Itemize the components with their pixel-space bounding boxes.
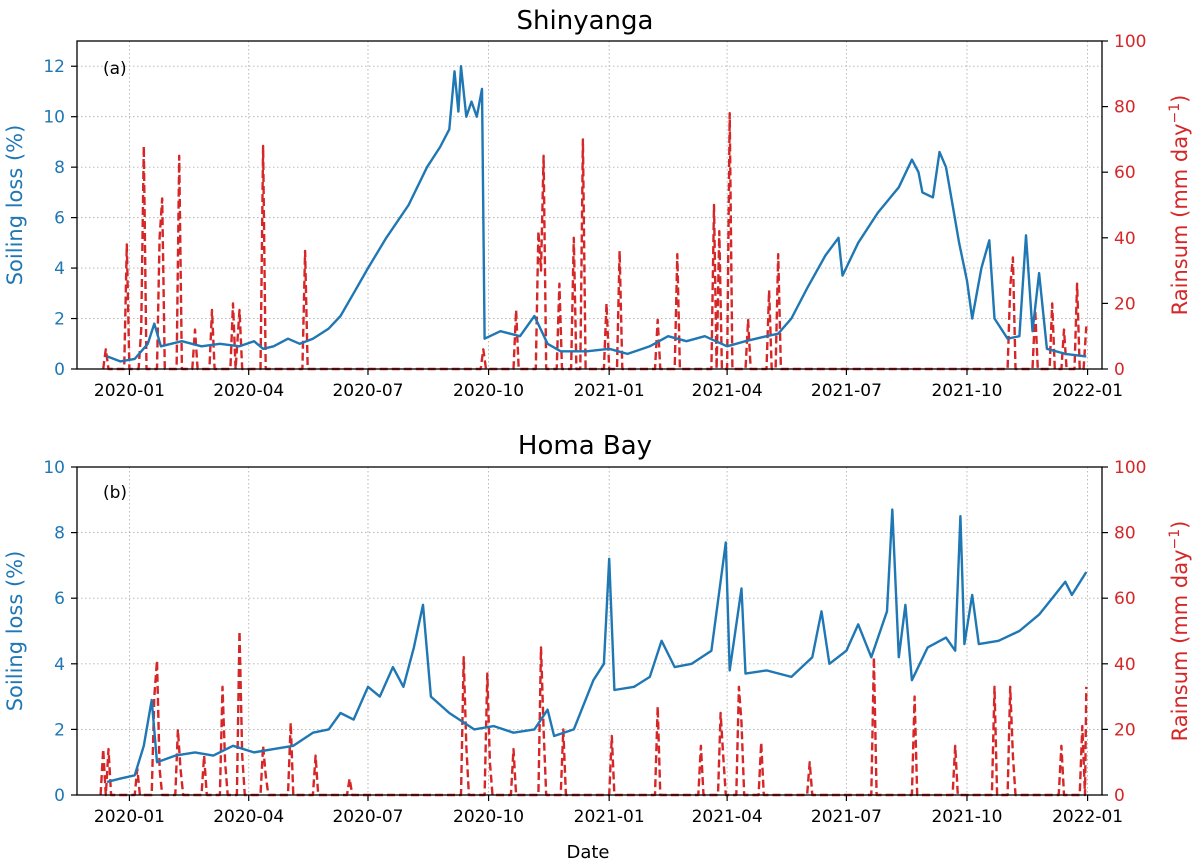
y-right-tick-label: 60 (1114, 589, 1136, 609)
x-tick-label: 2020-10 (453, 381, 524, 401)
panel-a-frame (76, 40, 1103, 370)
panel-b-right-axis: 0 20 40 60 80 100 (1102, 458, 1146, 806)
soiling-loss-line (106, 508, 1088, 784)
y-left-tick-label: 12 (43, 57, 65, 77)
y-right-tick-label: 80 (1114, 524, 1136, 544)
y-right-tick-label: 60 (1114, 163, 1136, 183)
y-left-tick-label: 10 (43, 458, 65, 478)
panel-a-ylabel-right: Rainsum (mm day−1) (1167, 95, 1192, 316)
y-left-tick-label: 8 (54, 524, 65, 544)
panel-a-right-axis: 0 20 40 60 80 100 (1102, 32, 1146, 380)
x-tick-label: 2020-04 (213, 381, 284, 401)
x-tick-label: 2021-01 (574, 807, 645, 827)
y-left-tick-label: 0 (54, 786, 65, 806)
y-right-tick-label: 20 (1114, 720, 1136, 740)
x-tick-label: 2022-01 (1052, 807, 1123, 827)
y-right-tick-label: 80 (1114, 98, 1136, 118)
y-left-tick-label: 6 (54, 589, 65, 609)
y-right-tick-label: 100 (1114, 458, 1146, 478)
x-tick-label: 2020-01 (94, 807, 165, 827)
y-left-tick-label: 0 (54, 360, 65, 380)
panel-b-soiling-series (106, 508, 1088, 784)
y-right-tick-label: 0 (1114, 786, 1125, 806)
panel-a-soiling-series (106, 65, 1087, 363)
x-tick-label: 2022-01 (1052, 381, 1123, 401)
panel-b-ylabel-left: Soiling loss (%) (3, 551, 27, 712)
panel-b: Homa Bay 2020-01 2020-04 2020-07 2020-10 202… (3, 431, 1192, 861)
y-right-tick-label: 40 (1114, 655, 1136, 675)
x-tick-label: 2021-07 (811, 381, 882, 401)
x-tick-label: 2020-07 (332, 807, 403, 827)
y-left-tick-label: 6 (54, 209, 65, 229)
y-right-tick-label: 0 (1114, 360, 1125, 380)
x-tick-label: 2020-07 (332, 381, 403, 401)
panel-b-label: (b) (103, 483, 127, 503)
panel-b-x-axis: 2020-01 2020-04 2020-07 2020-10 2021-01 2021-… (94, 795, 1123, 827)
y-right-tick-label: 100 (1114, 32, 1146, 52)
panel-a-grid (77, 41, 1102, 370)
x-tick-label: 2020-04 (213, 807, 284, 827)
x-tick-label: 2021-04 (692, 807, 763, 827)
x-tick-label: 2020-01 (94, 381, 165, 401)
panel-b-left-axis: 0 2 4 6 8 10 (43, 458, 77, 806)
y-left-tick-label: 4 (54, 655, 65, 675)
y-right-tick-label: 40 (1114, 229, 1136, 249)
y-left-tick-label: 8 (54, 158, 65, 178)
panel-a-ylabel-left: Soiling loss (%) (3, 125, 27, 286)
x-tick-label: 2021-01 (574, 381, 645, 401)
y-left-tick-label: 2 (54, 310, 65, 330)
soiling-loss-line (106, 65, 1087, 363)
panel-a-label: (a) (103, 59, 127, 79)
y-left-tick-label: 2 (54, 720, 65, 740)
panel-a: Shinyanga 2020-01 2020-04 2020-07 2020-10 20… (3, 6, 1192, 401)
x-tick-label: 2021-10 (931, 807, 1002, 827)
panel-b-ylabel-right: Rainsum (mm day−1) (1167, 521, 1192, 742)
y-left-tick-label: 10 (43, 108, 65, 128)
panel-a-x-axis: 2020-01 2020-04 2020-07 2020-10 2021-01 2021-… (94, 369, 1123, 401)
y-right-tick-label: 20 (1114, 294, 1136, 314)
x-tick-label: 2021-04 (692, 381, 763, 401)
x-tick-label: 2021-10 (931, 381, 1002, 401)
panel-b-frame (76, 466, 1103, 796)
x-tick-label: 2020-10 (453, 807, 524, 827)
panel-b-title: Homa Bay (518, 431, 652, 461)
panel-a-left-axis: 0 2 4 6 8 10 12 (43, 57, 77, 380)
y-left-tick-label: 4 (54, 259, 65, 279)
panel-a-title: Shinyanga (517, 6, 654, 36)
x-axis-label: Date (566, 842, 609, 861)
x-tick-label: 2021-07 (811, 807, 882, 827)
